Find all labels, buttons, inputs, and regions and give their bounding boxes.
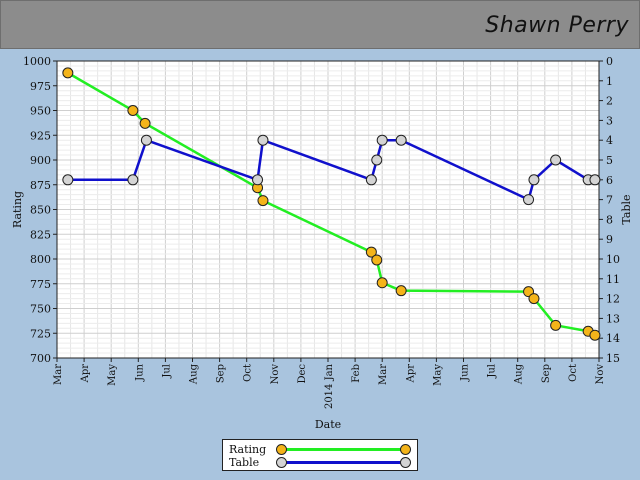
legend-marker-table: [400, 457, 411, 468]
y-left-tick-label: 700: [30, 352, 51, 365]
x-tick-label: Oct: [243, 364, 254, 382]
data-point-table: [550, 154, 562, 166]
x-tick-label: Mar: [53, 364, 64, 385]
data-point-rating: [376, 277, 388, 289]
y-left-tick-label: 750: [30, 303, 51, 316]
x-tick-label: 2014 Jan: [324, 363, 335, 409]
y-left-tick-label: 900: [30, 154, 51, 167]
data-point-table: [257, 134, 269, 146]
y-right-tick-label: 0: [606, 55, 613, 68]
series-line-rating: [67, 71, 596, 337]
y-left-tick-label: 725: [30, 327, 51, 340]
x-tick-label: Jun: [134, 363, 145, 381]
legend-marker-rating: [276, 444, 287, 455]
y-right-tick-label: 1: [606, 75, 613, 88]
data-point-table: [589, 174, 601, 186]
header-bar: Shawn Perry: [0, 0, 640, 49]
y-left-tick-label: 775: [30, 278, 51, 291]
y-right-tick-label: 9: [606, 233, 613, 246]
y-right-axis-title: Table: [620, 194, 633, 224]
player-name: Shawn Perry: [485, 13, 629, 38]
data-point-rating: [139, 117, 151, 129]
y-left-tick-label: 875: [30, 179, 51, 192]
y-right-tick-label: 3: [606, 114, 613, 127]
legend-marker-rating: [400, 444, 411, 455]
data-point-table: [528, 174, 540, 186]
y-right-tick-label: 11: [606, 273, 620, 286]
x-tick-label: Apr: [405, 364, 416, 384]
data-point-rating: [365, 246, 377, 258]
y-right-tick-label: 13: [606, 312, 620, 325]
y-right-tick-label: 10: [606, 253, 620, 266]
data-point-table: [376, 134, 388, 146]
y-left-tick-label: 850: [30, 204, 51, 217]
y-right-tick-label: 15: [606, 352, 620, 365]
legend-marker-table: [276, 457, 287, 468]
x-tick-label: May: [432, 364, 443, 386]
y-right-tick-label: 8: [606, 213, 613, 226]
data-point-rating: [550, 319, 562, 331]
legend-item-table: Table: [229, 456, 413, 470]
data-point-table: [140, 134, 152, 146]
x-tick-label: Jul: [487, 364, 498, 379]
y-right-tick-label: 7: [606, 194, 613, 207]
y-right-tick-label: 4: [606, 134, 613, 147]
data-point-table: [62, 174, 74, 186]
data-point-rating: [371, 254, 383, 266]
data-point-table: [395, 134, 407, 146]
y-left-tick-label: 800: [30, 253, 51, 266]
data-point-table: [365, 174, 377, 186]
data-point-rating: [257, 195, 269, 207]
data-point-rating: [589, 329, 601, 341]
legend-line-table: [281, 461, 405, 464]
data-point-table: [127, 174, 139, 186]
x-tick-label: Sep: [541, 364, 552, 383]
x-tick-label: Jun: [460, 363, 471, 381]
x-axis-title: Date: [315, 418, 341, 431]
x-tick-label: Nov: [595, 364, 606, 385]
rating-table-chart: 7007257507758008258508759009259509751000…: [11, 55, 633, 431]
y-left-tick-label: 825: [30, 228, 51, 241]
data-point-rating: [528, 293, 540, 305]
legend-label-rating: Rating: [229, 443, 267, 456]
x-tick-label: Nov: [270, 364, 281, 385]
y-right-tick-label: 14: [606, 332, 620, 345]
x-tick-label: Feb: [351, 364, 362, 383]
x-tick-label: Apr: [80, 364, 91, 384]
x-tick-label: Dec: [297, 364, 308, 384]
x-tick-label: Oct: [568, 364, 579, 382]
legend: Rating Table: [222, 439, 418, 471]
y-left-tick-label: 1000: [23, 55, 51, 68]
y-left-axis-title: Rating: [11, 191, 24, 228]
y-right-tick-label: 12: [606, 293, 620, 306]
data-point-rating: [395, 285, 407, 297]
x-tick-label: Aug: [189, 363, 200, 385]
data-point-rating: [127, 105, 139, 116]
x-tick-label: Jul: [161, 364, 172, 379]
legend-line-rating: [281, 448, 405, 451]
y-right-tick-label: 5: [606, 154, 613, 167]
data-point-table: [371, 154, 383, 166]
y-right-tick-label: 6: [606, 174, 613, 187]
y-right-tick-label: 2: [606, 95, 613, 108]
data-point-table: [523, 194, 535, 206]
x-tick-label: Mar: [378, 364, 389, 385]
legend-item-rating: Rating: [229, 443, 413, 457]
y-left-tick-label: 975: [30, 80, 51, 93]
data-point-table: [252, 174, 264, 186]
data-point-rating: [62, 67, 74, 79]
x-tick-label: Aug: [514, 363, 525, 385]
legend-label-table: Table: [229, 456, 260, 469]
x-tick-label: May: [107, 364, 118, 386]
x-tick-label: Sep: [216, 364, 227, 383]
y-left-tick-label: 950: [30, 105, 51, 118]
y-left-tick-label: 925: [30, 129, 51, 142]
